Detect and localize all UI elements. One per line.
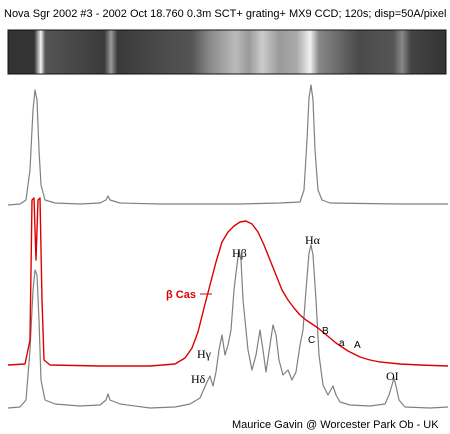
spectrum-strip: [8, 30, 446, 74]
legend-beta-cas: β Cas: [166, 289, 196, 301]
label-h-delta: Hδ: [191, 372, 206, 386]
label-b: B: [322, 326, 329, 337]
label-h-gamma: Hγ: [197, 347, 212, 361]
label-oi: OI: [386, 369, 399, 383]
label-a-upper: A: [354, 340, 361, 351]
label-h-alpha: Hα: [305, 233, 321, 247]
trace-beta-cas: [7, 197, 449, 367]
label-c: C: [308, 335, 315, 346]
label-a-lower: a: [339, 338, 345, 349]
chart-title: Nova Sgr 2002 #3 - 2002 Oct 18.760 0.3m …: [4, 8, 447, 20]
trace-top: [7, 84, 448, 206]
label-h-beta: Hβ: [232, 246, 247, 260]
credit-text: Maurice Gavin @ Worcester Park Ob - UK: [232, 419, 439, 431]
trace-bottom: [7, 244, 449, 409]
series-layer: [7, 84, 449, 409]
spectrum-strip-border: [7, 29, 447, 75]
